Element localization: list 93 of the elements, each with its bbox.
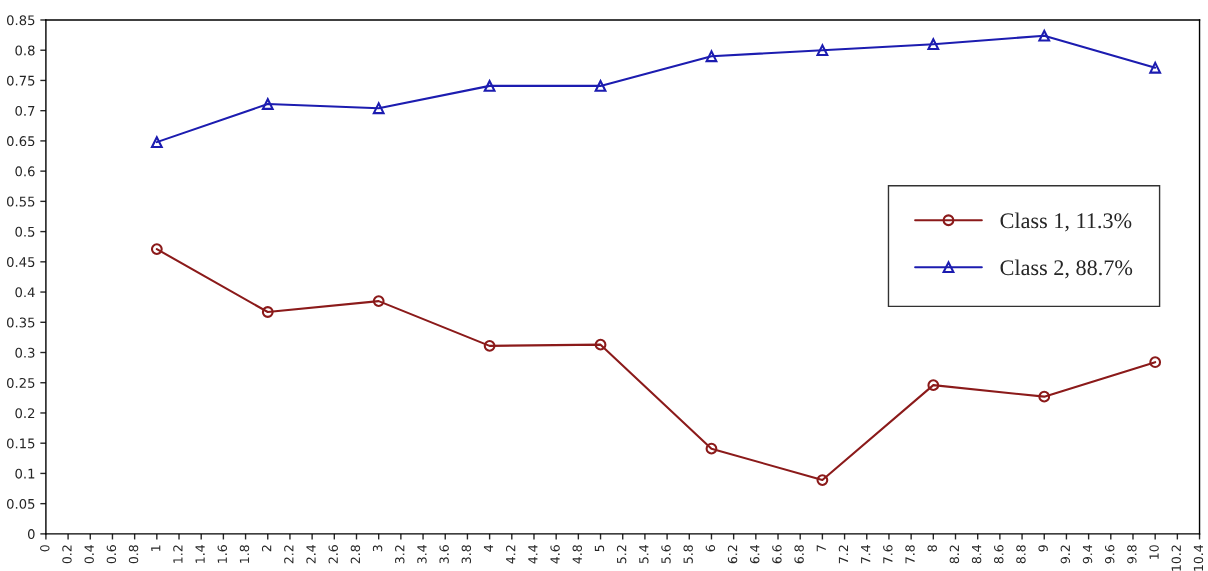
- x-tick-label: 4.4: [528, 545, 538, 564]
- x-tick-label: 9.8: [1127, 545, 1137, 564]
- x-tick-label: 3.6: [439, 545, 449, 564]
- x-tick-label: 3.4: [417, 545, 427, 564]
- x-tick-label: 1.4: [195, 545, 205, 563]
- x-tick-label: 8.2: [949, 545, 960, 564]
- x-tick-label: 8: [927, 545, 937, 552]
- y-tick-label: 0.8: [15, 45, 35, 56]
- legend-label: Class 1, 11.3%: [1000, 212, 1132, 232]
- x-tick-label: 1: [151, 545, 161, 551]
- x-tick-label: 10: [1149, 545, 1159, 559]
- point: [150, 136, 163, 149]
- y-tick-label: 0.15: [6, 438, 35, 449]
- x-tick-label: 9.2: [1060, 545, 1071, 564]
- point: [261, 98, 274, 110]
- point: [816, 44, 829, 57]
- x-tick-label: 1.8: [239, 545, 250, 563]
- y-tick-label: 0.5: [15, 226, 35, 237]
- legend-label: Class 2, 88.7%: [1000, 259, 1133, 279]
- x-tick-label: 7: [816, 545, 826, 552]
- y-tick-label: 0.1: [15, 468, 35, 479]
- x-tick-label: 9.4: [1082, 545, 1093, 564]
- x-tick-label: 4.2: [505, 545, 516, 564]
- x-tick-label: 4.6: [550, 545, 560, 564]
- x-tick-label: 6: [705, 545, 716, 552]
- point: [483, 339, 496, 352]
- point: [927, 38, 940, 51]
- x-tick-label: 4.8: [572, 545, 582, 564]
- point: [705, 442, 718, 455]
- y-tick-label: 0.4: [15, 287, 35, 298]
- point: [261, 306, 274, 318]
- x-tick-label: 1.6: [217, 545, 228, 563]
- x-tick-label: 8.4: [971, 545, 982, 564]
- x-tick-label: 6.8: [794, 545, 804, 564]
- point: [927, 379, 940, 392]
- x-tick-label: 3.2: [395, 545, 405, 564]
- x-tick-label: 8.8: [1016, 545, 1026, 564]
- x-tick-label: 5: [594, 545, 605, 552]
- x-tick-label: 8.6: [994, 545, 1004, 564]
- y-tick-label: 0.65: [6, 136, 35, 147]
- x-tick-label: 6.6: [772, 545, 782, 564]
- point: [816, 474, 829, 486]
- x-tick-label: 9.6: [1104, 545, 1115, 564]
- point: [372, 102, 385, 115]
- x-tick-label: 2.2: [284, 545, 294, 564]
- x-tick-label: 6.2: [727, 545, 738, 564]
- y-tick-label: 0.75: [6, 75, 35, 86]
- x-tick-label: 2.4: [306, 545, 316, 564]
- x-tick-label: 0.2: [62, 545, 72, 564]
- x-tick-label: 6.4: [750, 545, 760, 564]
- x-tick-label: 5.2: [616, 545, 627, 564]
- x-tick-label: 5.4: [639, 545, 649, 564]
- x-tick-label: 0.4: [84, 545, 94, 564]
- point: [150, 243, 163, 256]
- y-tick-label: 0.35: [6, 317, 35, 328]
- point: [1038, 29, 1051, 42]
- x-tick-label: 3: [372, 545, 383, 552]
- point: [1149, 356, 1162, 369]
- point: [594, 338, 607, 351]
- x-tick-label: 10.4: [1193, 545, 1204, 571]
- x-tick-label: 7.2: [838, 545, 849, 564]
- point: [1149, 61, 1162, 74]
- x-tick-label: 0.6: [106, 545, 117, 564]
- x-tick-label: 3.8: [461, 545, 472, 564]
- y-tick-label: 0.25: [6, 377, 35, 388]
- y-tick-label: 0.55: [6, 196, 35, 207]
- y-tick-label: 0.7: [15, 105, 35, 116]
- point: [372, 295, 385, 308]
- y-tick-label: 0.3: [15, 347, 35, 358]
- x-tick-label: 1.2: [173, 545, 183, 563]
- y-tick-label: 0.6: [15, 166, 35, 177]
- x-tick-label: 7.8: [905, 545, 915, 564]
- x-tick-label: 0.8: [128, 545, 139, 564]
- y-tick-label: 0.85: [6, 15, 35, 26]
- point: [594, 79, 607, 92]
- y-tick-label: 0.05: [6, 498, 35, 509]
- x-tick-label: 7.6: [883, 545, 893, 564]
- point: [705, 50, 718, 63]
- x-tick-label: 4: [483, 545, 494, 552]
- x-tick-label: 7.4: [861, 545, 871, 564]
- point: [1038, 390, 1051, 403]
- x-tick-label: 2: [261, 545, 272, 552]
- y-tick-label: 0.2: [15, 408, 35, 419]
- x-tick-label: 0: [40, 545, 50, 552]
- x-tick-label: 5.6: [661, 545, 671, 564]
- y-tick-label: 0.45: [6, 257, 35, 268]
- x-tick-label: 5.8: [683, 545, 693, 564]
- x-tick-label: 2.8: [350, 545, 361, 564]
- y-tick-label: 0: [27, 529, 35, 540]
- x-tick-label: 10.2: [1171, 545, 1181, 571]
- x-tick-label: 9: [1038, 545, 1048, 552]
- x-tick-label: 2.6: [328, 545, 338, 564]
- point: [483, 79, 496, 92]
